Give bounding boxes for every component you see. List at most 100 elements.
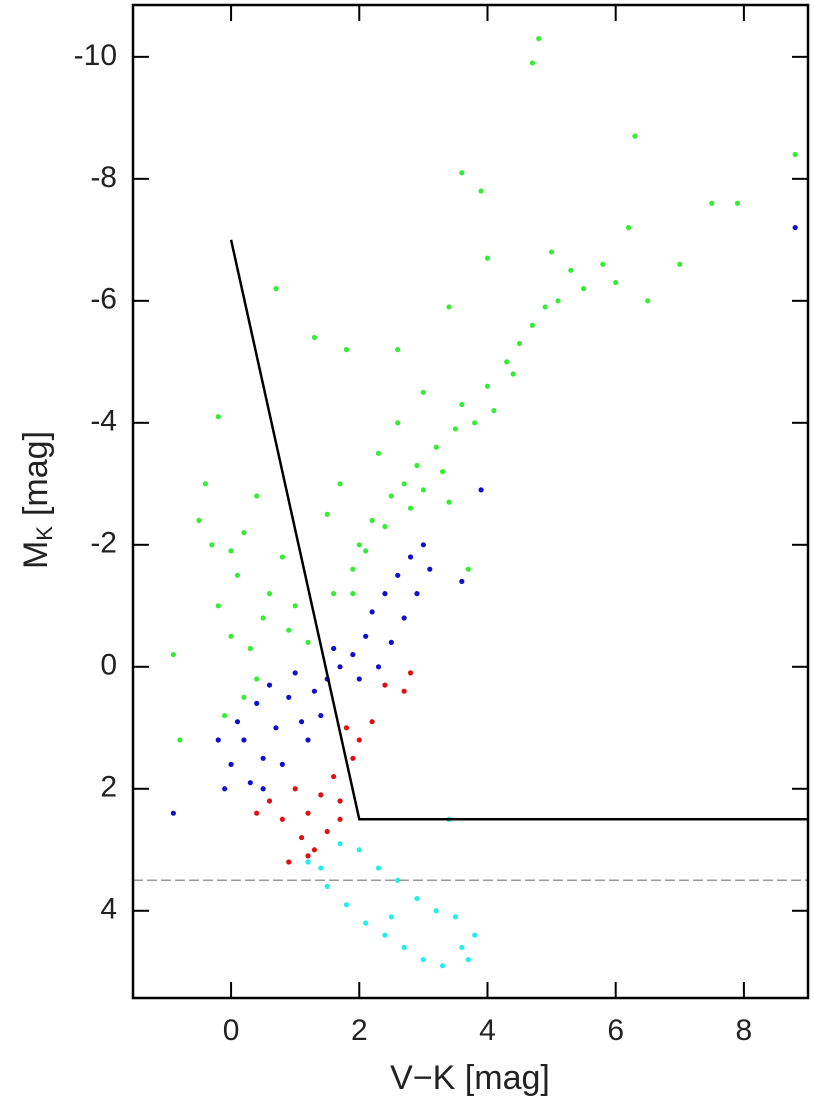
point	[286, 859, 292, 865]
point	[266, 591, 273, 597]
point	[414, 462, 420, 469]
point	[369, 517, 375, 524]
point	[279, 816, 285, 822]
point	[266, 682, 273, 688]
point	[427, 566, 433, 572]
point	[286, 627, 292, 633]
point	[292, 603, 298, 609]
point	[472, 932, 478, 938]
point	[420, 389, 426, 395]
y-label-symbol: M	[17, 541, 55, 569]
point	[504, 359, 510, 365]
point	[234, 572, 241, 578]
y-tick-label: -10	[74, 39, 117, 72]
point	[177, 737, 183, 743]
point	[337, 481, 343, 487]
point	[215, 603, 221, 609]
point	[254, 493, 260, 499]
point	[350, 755, 356, 761]
point	[401, 688, 407, 694]
point	[568, 267, 574, 273]
point	[209, 542, 215, 548]
point	[420, 956, 426, 963]
point	[382, 682, 388, 688]
point	[388, 914, 394, 920]
point	[273, 725, 279, 731]
point	[305, 639, 311, 645]
point	[433, 444, 439, 450]
point	[529, 322, 535, 328]
x-axis-label: V−K [mag]	[390, 1059, 550, 1097]
point	[472, 420, 478, 426]
point	[305, 853, 311, 859]
point	[600, 261, 606, 267]
point	[311, 334, 318, 341]
point	[260, 755, 266, 761]
y-tick-label: -6	[90, 283, 117, 316]
point	[420, 487, 426, 493]
y-tick-label: -8	[90, 161, 117, 194]
point	[343, 725, 350, 731]
point	[516, 340, 523, 347]
point	[542, 304, 548, 310]
point	[170, 651, 176, 658]
point	[343, 347, 350, 353]
point	[625, 225, 632, 231]
point	[292, 786, 298, 792]
point	[324, 828, 330, 835]
x-tick-label: 6	[607, 1014, 624, 1047]
point	[311, 847, 318, 853]
point	[375, 865, 382, 871]
point	[247, 780, 253, 786]
y-label-subscript: K	[32, 526, 57, 541]
point	[350, 591, 356, 597]
x-tick-label: 8	[736, 1014, 753, 1047]
point	[677, 261, 683, 267]
point	[228, 761, 234, 767]
point	[279, 554, 285, 560]
point	[407, 554, 414, 560]
point	[548, 249, 555, 255]
point	[440, 469, 446, 475]
point	[273, 286, 279, 292]
point	[792, 151, 798, 158]
point	[536, 35, 542, 42]
point	[395, 877, 401, 883]
point	[356, 847, 362, 853]
point	[407, 670, 414, 676]
point	[337, 664, 343, 670]
point	[337, 798, 343, 804]
point	[529, 60, 535, 66]
point	[324, 883, 330, 889]
point	[369, 719, 375, 725]
point	[491, 408, 497, 414]
point	[613, 279, 619, 286]
point	[260, 786, 266, 792]
reference-line	[229, 239, 808, 821]
y-tick-label: -4	[90, 405, 117, 438]
point	[446, 304, 452, 310]
point	[388, 639, 394, 645]
y-axis-label: MK [mag]	[17, 431, 57, 569]
point	[286, 694, 292, 700]
point	[414, 591, 420, 597]
point	[254, 676, 260, 682]
point	[375, 664, 382, 670]
point	[305, 810, 311, 816]
point	[452, 914, 459, 920]
point	[215, 737, 221, 743]
point	[215, 414, 221, 420]
point	[446, 499, 452, 505]
point	[581, 286, 587, 292]
point	[318, 792, 324, 798]
point	[459, 578, 465, 585]
point	[734, 200, 741, 206]
y-tick-label: -2	[90, 527, 117, 560]
point	[228, 548, 234, 554]
point	[222, 712, 228, 719]
point	[369, 609, 375, 615]
point	[324, 511, 330, 517]
point	[356, 542, 362, 548]
point	[305, 737, 311, 743]
point	[395, 420, 401, 426]
